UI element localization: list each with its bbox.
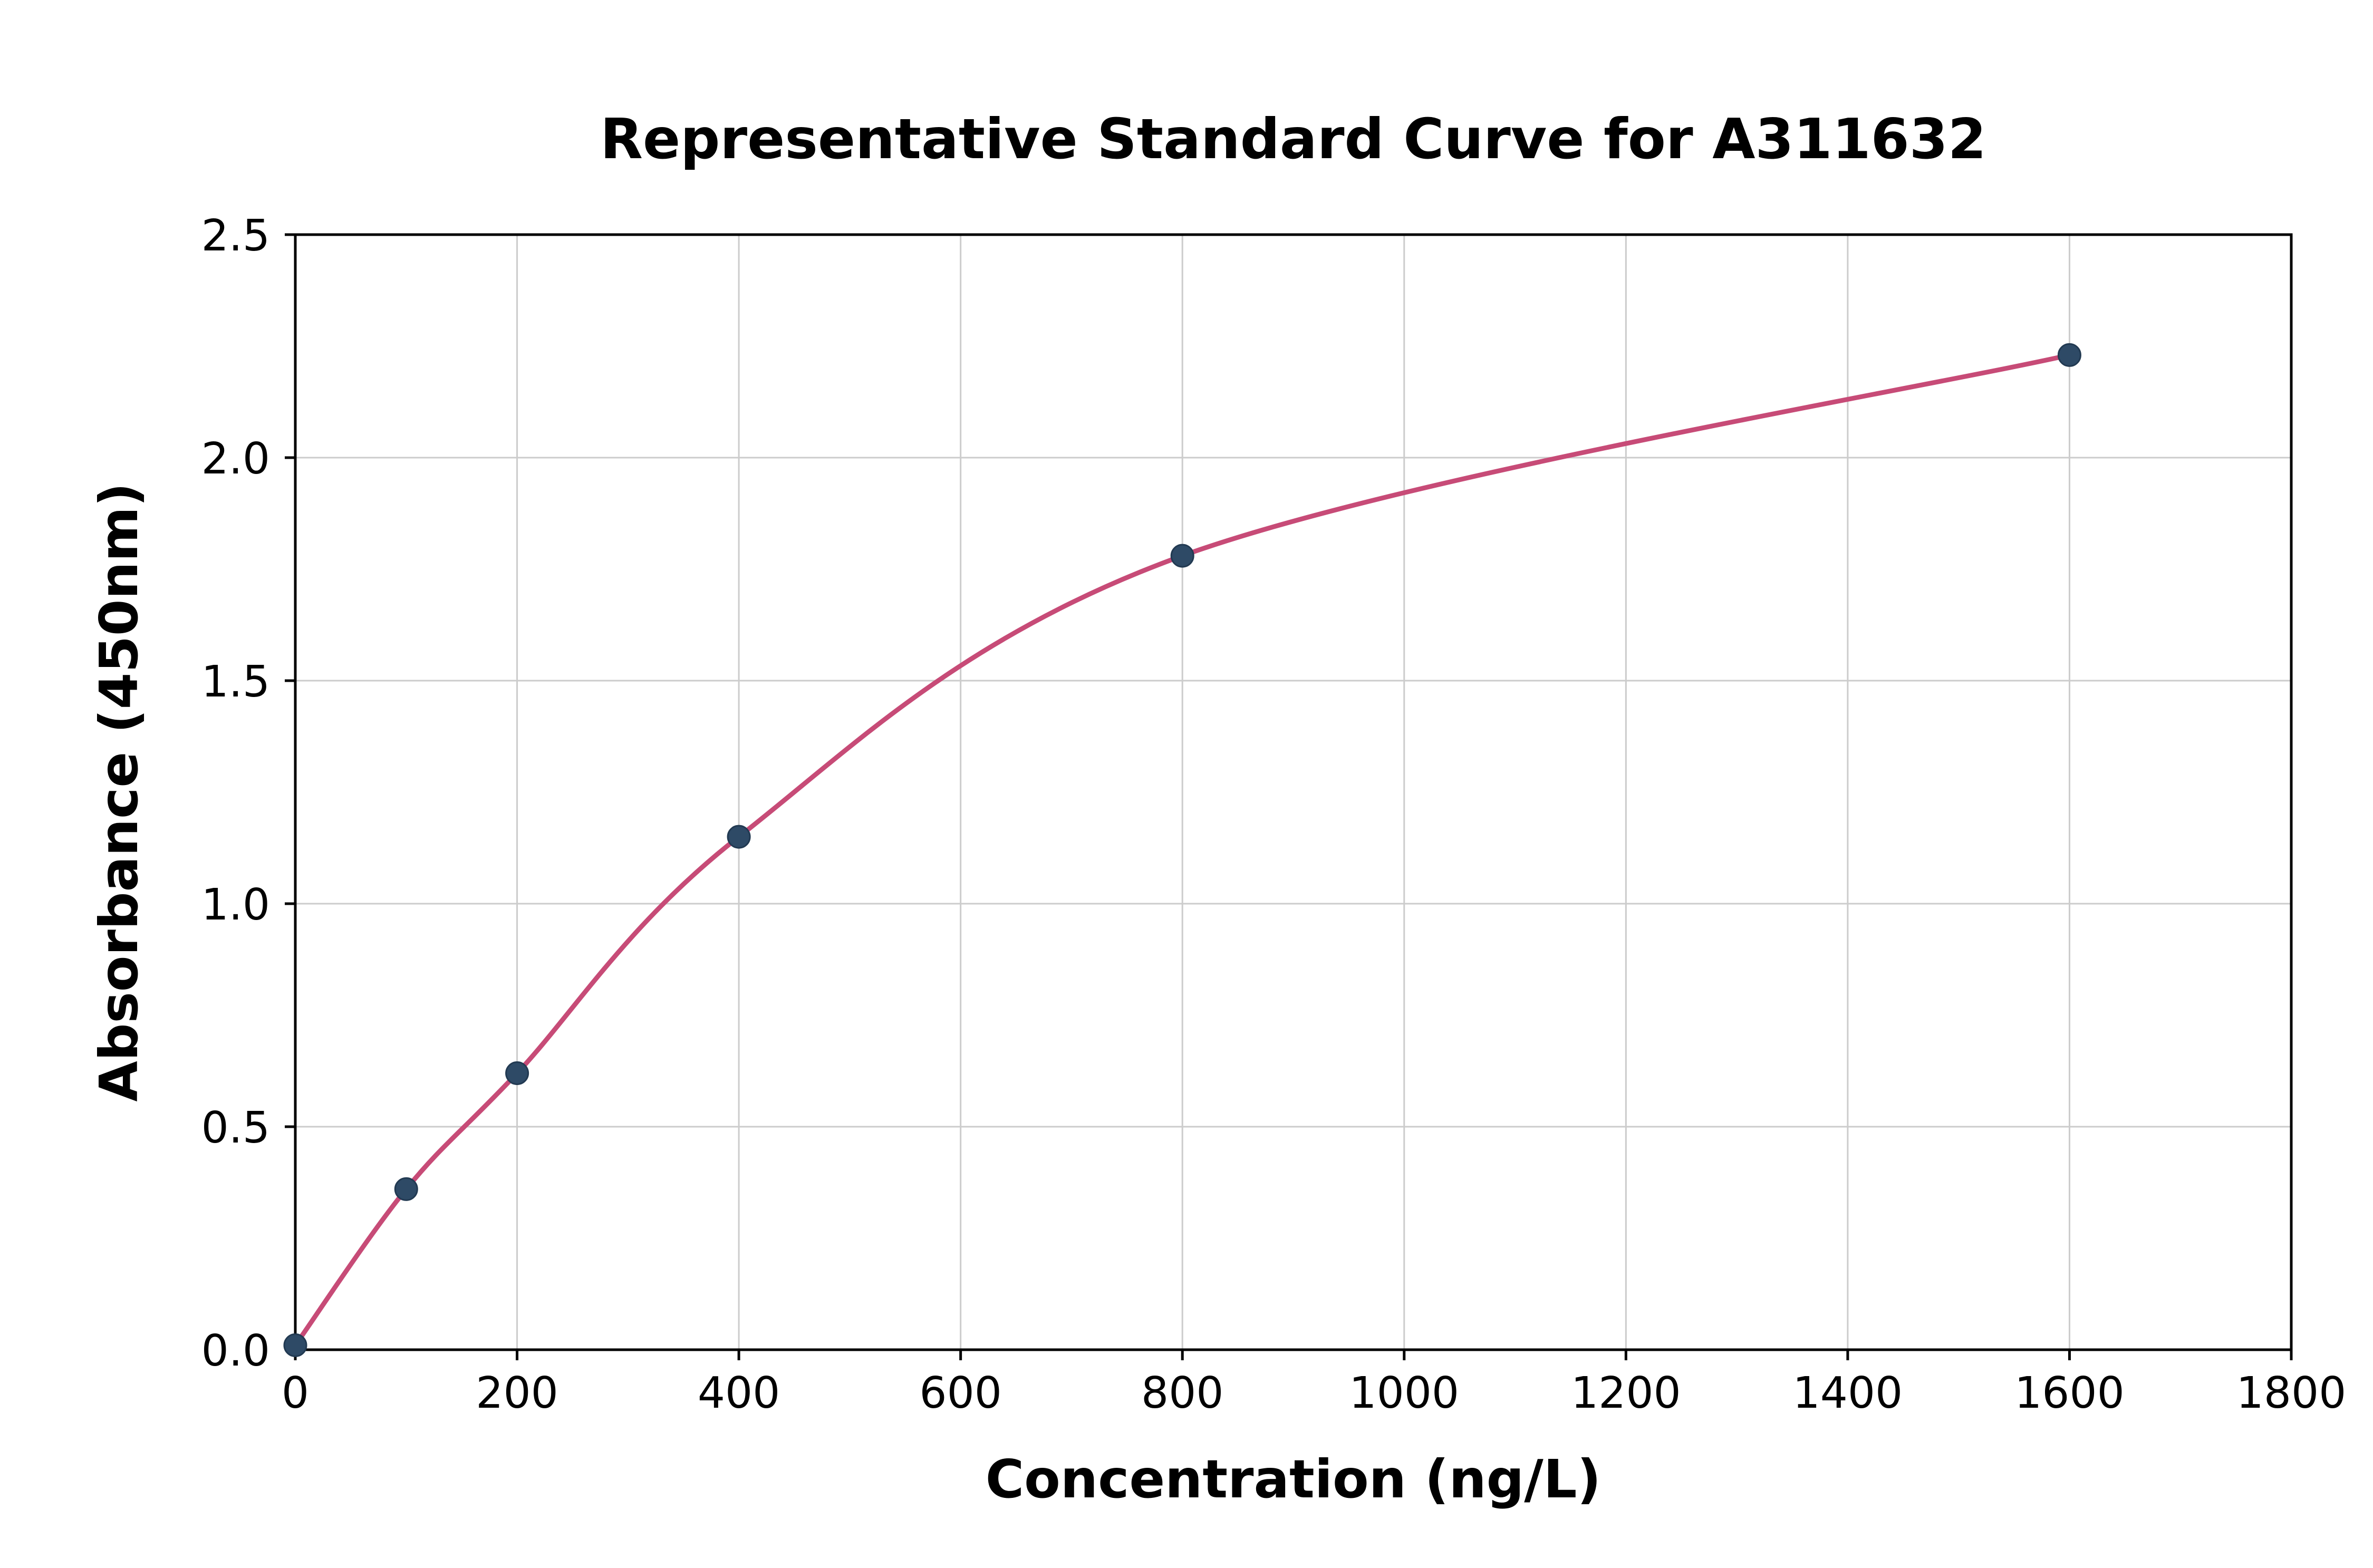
data-point <box>283 1333 307 1357</box>
data-point <box>505 1061 529 1085</box>
x-tick-label: 0 <box>282 1368 309 1418</box>
x-tick-label: 800 <box>1141 1368 1224 1418</box>
x-tick-label: 1800 <box>2236 1368 2347 1418</box>
chart-title: Representative Standard Curve for A31163… <box>600 107 1986 171</box>
x-tick-label: 1000 <box>1349 1368 1459 1418</box>
data-point <box>2057 343 2081 367</box>
y-tick-label: 0.0 <box>201 1326 270 1376</box>
y-axis-label: Absorbance (450nm) <box>88 482 150 1101</box>
x-tick-label: 1600 <box>2014 1368 2125 1418</box>
axis-ticks: 0 200 400 600 800 1000 1200 1400 1600 1800 0.0 0.5 1… <box>201 211 2347 1418</box>
data-points <box>283 343 2081 1357</box>
x-tick-label: 1200 <box>1571 1368 1681 1418</box>
data-point <box>1170 544 1194 568</box>
y-tick-label: 2.5 <box>201 211 270 261</box>
x-tick-label: 200 <box>476 1368 558 1418</box>
y-tick-label: 0.5 <box>201 1103 270 1153</box>
y-tick-label: 1.5 <box>201 657 270 707</box>
data-point <box>394 1177 418 1201</box>
x-axis-label: Concentration (ng/L) <box>986 1448 1601 1510</box>
fit-curve-line <box>293 352 2072 1348</box>
x-tick-label: 1400 <box>1793 1368 1903 1418</box>
y-tick-label: 1.0 <box>201 880 270 930</box>
x-tick-label: 400 <box>698 1368 780 1418</box>
data-point <box>727 825 751 849</box>
plot-border <box>294 233 2293 1351</box>
y-tick-label: 2.0 <box>201 434 270 484</box>
grid-lines <box>294 234 2292 1351</box>
x-tick-label: 600 <box>919 1368 1002 1418</box>
